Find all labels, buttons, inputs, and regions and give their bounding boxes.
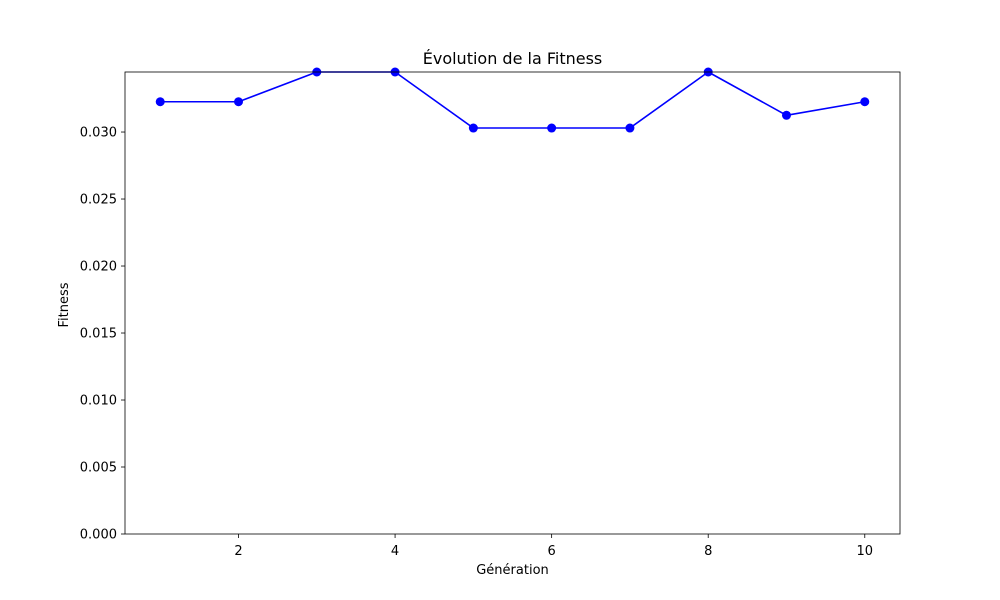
- data-point: [155, 97, 165, 107]
- y-tick-label: 0.010: [80, 394, 117, 409]
- data-point: [860, 97, 870, 107]
- x-tick-label: 8: [704, 544, 712, 559]
- y-tick-label: 0.005: [80, 461, 117, 476]
- y-tick-label: 0.025: [80, 193, 117, 208]
- chart-title: Évolution de la Fitness: [423, 49, 603, 68]
- y-tick-label: 0.015: [80, 327, 117, 342]
- data-point: [234, 97, 244, 107]
- data-point: [781, 110, 791, 120]
- data-point: [468, 123, 478, 133]
- x-tick-label: 6: [548, 544, 556, 559]
- data-point: [547, 123, 557, 133]
- axes-frame: [124, 71, 901, 535]
- data-point: [625, 123, 635, 133]
- y-tick-label: 0.000: [80, 528, 117, 543]
- x-tick-label: 4: [391, 544, 399, 559]
- series-line: [160, 71, 865, 129]
- y-tick-label: 0.020: [80, 260, 117, 275]
- x-tick-label: 10: [856, 544, 873, 559]
- x-tick-label: 2: [234, 544, 242, 559]
- x-axis-label: Génération: [476, 563, 549, 578]
- y-axis-label: Fitness: [57, 282, 72, 327]
- plot-area: 0.000 0.005 0.010 0.015 0.020 0.025 0.030 2 4 6 8 1…: [80, 67, 901, 559]
- y-tick-label: 0.030: [80, 126, 117, 141]
